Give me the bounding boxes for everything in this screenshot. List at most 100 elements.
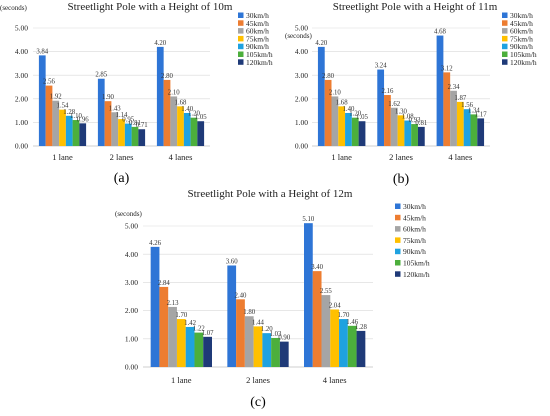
bar	[45, 85, 53, 146]
legend-label: 105km/h	[510, 50, 537, 59]
bar	[330, 309, 340, 367]
y-tick-label: 5.00	[125, 222, 138, 231]
category-label: 1 lane	[331, 152, 352, 162]
legend-swatch	[502, 20, 508, 26]
bar	[176, 319, 186, 367]
data-label: 2.80	[322, 73, 334, 80]
bar	[338, 106, 346, 146]
bar	[351, 117, 359, 146]
data-label: 0.71	[136, 122, 148, 129]
legend-swatch	[502, 51, 508, 57]
bar	[331, 96, 339, 146]
bar	[253, 326, 263, 367]
data-label: 1.07	[202, 330, 214, 337]
y-tick-label: 2.00	[295, 94, 308, 103]
data-label: 1.62	[388, 101, 400, 108]
bar	[197, 121, 205, 146]
bar	[339, 319, 348, 367]
data-label: 1.40	[181, 106, 193, 113]
legend-label: 120km/h	[246, 58, 273, 67]
data-label: 1.90	[102, 94, 114, 101]
bar	[111, 112, 119, 146]
legend-label: 30km/h	[246, 11, 269, 20]
bar	[190, 117, 198, 146]
data-label: 5.10	[302, 216, 314, 223]
bar	[345, 112, 352, 146]
legend-label: 120km/h	[510, 58, 537, 67]
bar	[138, 129, 146, 146]
bar	[347, 325, 357, 367]
chart-title: Streetlight Pole with a Height of 12m	[188, 188, 353, 200]
data-label: 2.84	[158, 280, 170, 287]
y-tick-label: 4.00	[125, 250, 138, 259]
data-label: 0.95	[122, 117, 134, 124]
legend-swatch	[502, 28, 508, 34]
bar	[317, 46, 325, 146]
y-tick-label: 0.00	[125, 363, 138, 372]
y-tick-label: 2.00	[125, 306, 138, 315]
chart-title: Streetlight Pole with a Height of 11m	[333, 1, 498, 13]
legend-swatch	[238, 12, 244, 18]
data-label: 1.68	[336, 99, 348, 106]
bar	[417, 126, 425, 146]
data-label: 1.68	[175, 99, 187, 106]
y-tick-label: 3.00	[15, 71, 28, 80]
data-label: 0.96	[77, 116, 89, 123]
panel-label: (b)	[393, 172, 410, 187]
bar	[390, 107, 398, 146]
category-label: 1 lane	[52, 152, 73, 162]
data-label: 1.10	[70, 113, 82, 120]
data-label: 4.20	[315, 40, 327, 47]
legend-label: 45km/h	[246, 19, 269, 28]
y-tick-label: 1.00	[125, 334, 138, 343]
category-label: 2 lanes	[110, 152, 134, 162]
data-label: 1.54	[57, 103, 69, 110]
bar	[304, 223, 313, 367]
bar	[52, 100, 60, 146]
legend-label: 60km/h	[246, 27, 269, 36]
data-label: 1.46	[346, 319, 358, 326]
legend-swatch	[395, 237, 401, 243]
bar	[227, 265, 237, 367]
bar	[72, 120, 80, 146]
legend-swatch	[395, 260, 401, 266]
legend-label: 90km/h	[510, 42, 533, 51]
bar	[477, 118, 485, 146]
bar	[79, 123, 87, 146]
data-label: 1.20	[349, 111, 361, 118]
chart-1: Streetlight Pole with a Height of 10m (se…	[0, 1, 273, 186]
legend-swatch	[238, 43, 244, 50]
data-label: 1.92	[50, 94, 62, 101]
bar	[411, 124, 418, 146]
legend-label: 75km/h	[403, 236, 426, 245]
bar	[312, 271, 322, 367]
legend-label: 45km/h	[510, 19, 533, 28]
bar	[118, 119, 125, 146]
legend-swatch	[502, 12, 508, 18]
chart-title: Streetlight Pole with a Height of 10m	[68, 1, 233, 13]
data-label: 0.81	[129, 120, 141, 127]
legend-label: 90km/h	[246, 42, 269, 51]
data-label: 1.05	[356, 114, 368, 121]
chart-2: Streetlight Pole with a Height of 11m (se…	[285, 1, 537, 187]
y-tick-label: 1.00	[15, 118, 28, 127]
bar	[59, 109, 66, 146]
data-label: 3.60	[226, 258, 238, 265]
bar	[124, 123, 132, 146]
bar	[194, 332, 204, 367]
category-label: 1 lane	[171, 375, 192, 385]
legend-swatch	[502, 59, 508, 65]
y-tick-label: 1.00	[295, 118, 308, 127]
data-label: 2.34	[448, 84, 460, 91]
legend-swatch	[502, 43, 508, 50]
bar	[463, 109, 471, 146]
data-label: 2.55	[320, 288, 332, 295]
data-label: 1.80	[243, 309, 255, 316]
bar	[358, 121, 366, 146]
legend-label: 30km/h	[510, 11, 533, 20]
data-label: 2.16	[381, 88, 393, 95]
bar	[97, 78, 105, 146]
data-label: 4.68	[434, 29, 446, 36]
data-label: 3.84	[36, 48, 48, 55]
bar	[436, 35, 444, 146]
